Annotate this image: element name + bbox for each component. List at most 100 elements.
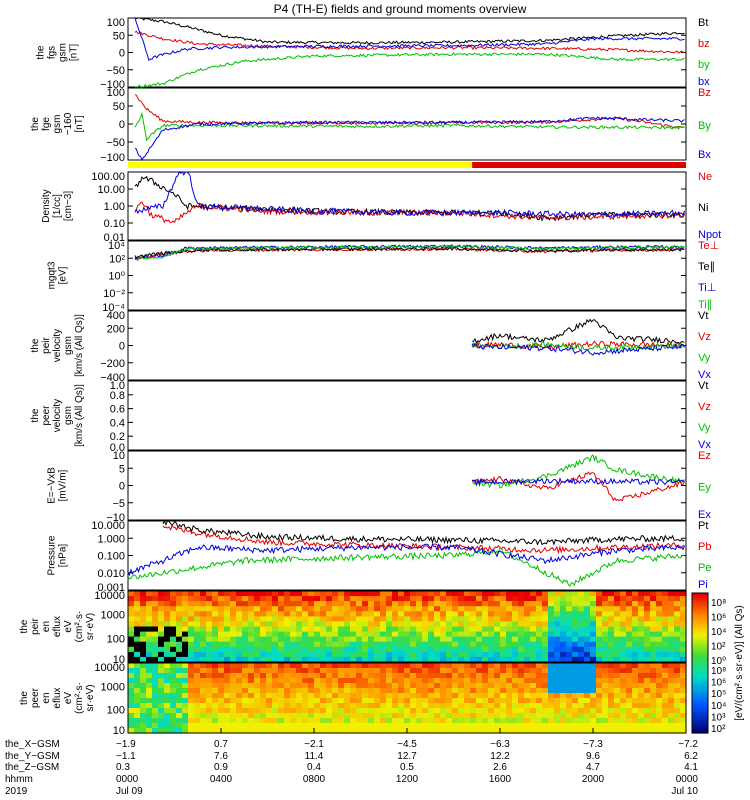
spectrogram-cell <box>428 688 435 694</box>
colorbar-cell <box>692 679 708 683</box>
spectrogram-cell <box>416 713 423 719</box>
spectrogram-cell <box>170 636 177 643</box>
spectrogram-cell <box>422 591 429 597</box>
spectrogram-cell <box>242 723 249 729</box>
spectrogram-cell <box>332 616 339 623</box>
spectrogram-cell <box>674 713 681 719</box>
spectrogram-cell <box>260 646 267 653</box>
spectrogram-cell <box>374 611 381 617</box>
spectrogram-cell <box>632 713 639 719</box>
spectrogram-cell <box>332 688 339 694</box>
spectrogram-cell <box>218 678 225 684</box>
spectrogram-cell <box>662 651 669 658</box>
spectrogram-cell <box>488 621 495 628</box>
spectrogram-cell <box>128 601 135 607</box>
spectrogram-cell <box>308 728 315 734</box>
spectrogram-cell <box>170 713 177 719</box>
spectrogram-cell <box>614 646 621 653</box>
spectrogram-cell <box>434 611 441 617</box>
spectrogram-cell <box>392 641 399 648</box>
spectrogram-cell <box>242 611 249 617</box>
spectrogram-cell <box>548 601 555 607</box>
spectrogram-cell <box>398 683 405 689</box>
spectrogram-cell <box>218 636 225 643</box>
spectrogram-cell <box>206 713 213 719</box>
colorbar-cell <box>692 595 708 599</box>
spectrogram-cell <box>146 591 153 597</box>
spectrogram-cell <box>338 688 345 694</box>
spectrogram-cell <box>608 611 615 617</box>
spectrogram-cell <box>296 698 303 704</box>
spectrogram-cell <box>284 673 291 679</box>
spectrogram-cell <box>632 703 639 709</box>
spectrogram-cell <box>158 656 165 663</box>
spectrogram-cell <box>254 713 261 719</box>
spectrogram-cell <box>338 728 345 734</box>
spectrogram-cell <box>212 728 219 734</box>
spectrogram-cell <box>272 678 279 684</box>
spectrogram-cell <box>440 668 447 674</box>
spectrogram-cell <box>608 678 615 684</box>
y-tick-label: 10000 <box>94 662 125 674</box>
spectrogram-cell <box>176 611 183 617</box>
spectrogram-cell <box>398 703 405 709</box>
spectrogram-cell <box>482 703 489 709</box>
spectrogram-cell <box>398 591 405 597</box>
spectrogram-cell <box>566 591 573 597</box>
spectrogram-cell <box>548 688 555 694</box>
spectrogram-cell <box>146 596 153 602</box>
spectrogram-cell <box>326 718 333 724</box>
spectrogram-cell <box>632 678 639 684</box>
spectrogram-cell <box>230 631 237 638</box>
spectrogram-cell <box>194 718 201 724</box>
spectrogram-cell <box>548 646 555 653</box>
spectrogram-cell <box>500 683 507 689</box>
colorbar-cell <box>692 618 708 622</box>
spectrogram-cell <box>380 693 387 699</box>
spectrogram-cell <box>362 673 369 679</box>
spectrogram-cell <box>386 723 393 729</box>
spectrogram-cell <box>278 611 285 617</box>
spectrogram-cell <box>302 631 309 638</box>
spectrogram-cell <box>386 683 393 689</box>
spectrogram-cell <box>434 596 441 602</box>
spectrogram-cell <box>596 713 603 719</box>
series-pressure-Pb <box>162 525 685 555</box>
spectrogram-cell <box>176 626 183 633</box>
spectrogram-cell <box>560 713 567 719</box>
spectrogram-cell <box>626 651 633 658</box>
spectrogram-cell <box>458 621 465 628</box>
spectrogram-cell <box>188 636 195 643</box>
spectrogram-cell <box>194 673 201 679</box>
spectrogram-cell <box>566 641 573 648</box>
spectrogram-cell <box>560 708 567 714</box>
spectrogram-cell <box>164 601 171 607</box>
spectrogram-cell <box>572 611 579 617</box>
spectrogram-cell <box>548 616 555 623</box>
spectrogram-cell <box>134 631 141 638</box>
spectrogram-cell <box>422 656 429 663</box>
spectrogram-cell <box>212 683 219 689</box>
spectrogram-cell <box>236 601 243 607</box>
spectrogram-cell <box>620 688 627 694</box>
spectrogram-cell <box>266 596 273 602</box>
spectrogram-cell <box>668 693 675 699</box>
spectrogram-cell <box>218 606 225 612</box>
spectrogram-cell <box>284 606 291 612</box>
spectrogram-cell <box>440 606 447 612</box>
spectrogram-cell <box>380 723 387 729</box>
spectrogram-cell <box>662 636 669 643</box>
spectrogram-cell <box>128 591 135 597</box>
spectrogram-cell <box>296 591 303 597</box>
spectrogram-cell <box>278 621 285 628</box>
spectrogram-cell <box>506 693 513 699</box>
spectrogram-cell <box>296 723 303 729</box>
spectrogram-cell <box>368 651 375 658</box>
spectrogram-cell <box>512 636 519 643</box>
spectrogram-cell <box>284 708 291 714</box>
spectrogram-cell <box>512 693 519 699</box>
spectrogram-cell <box>332 673 339 679</box>
spectrogram-cell <box>176 631 183 638</box>
spectrogram-cell <box>278 678 285 684</box>
spectrogram-cell <box>230 621 237 628</box>
